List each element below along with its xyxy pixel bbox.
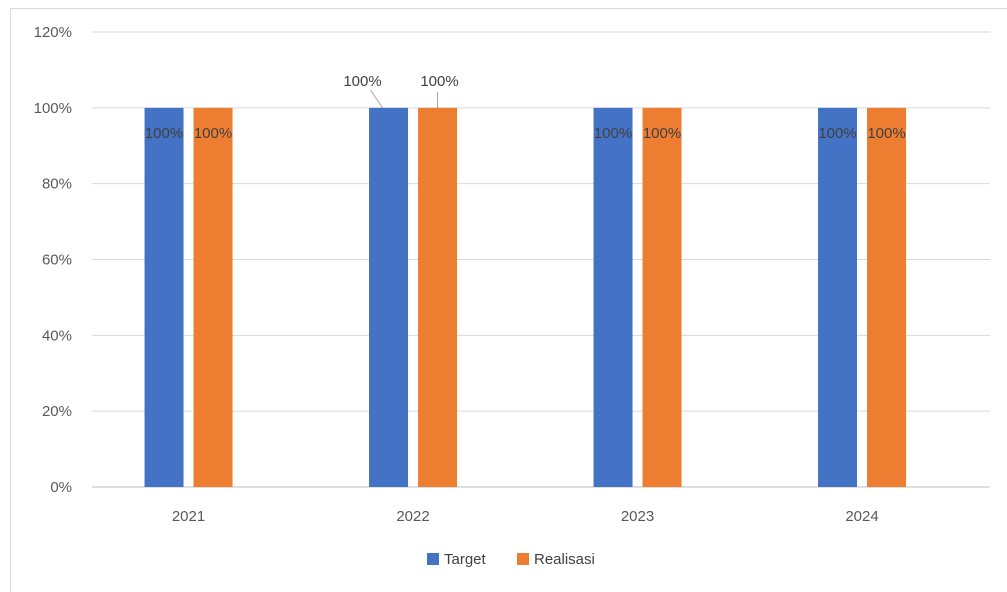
y-tick-label: 40% [42,327,72,344]
y-tick-label: 60% [42,252,72,269]
leader-line [370,89,383,109]
y-tick-label: 0% [50,479,72,496]
legend-swatch-realisasi [517,553,529,565]
data-label: 100% [145,125,183,142]
legend-swatch-target [427,553,439,565]
bar-realisasi-2021 [193,107,233,487]
bar-realisasi-2023 [642,107,682,487]
bar-target-2023 [593,107,633,487]
data-label: 100% [643,125,681,142]
data-label: 100% [818,125,856,142]
legend-label-target: Target [444,551,487,568]
bar-target-2024 [818,107,858,487]
data-label: 100% [194,125,232,142]
bar-realisasi-2024 [867,107,907,487]
data-label: 100% [343,73,381,90]
data-label: 100% [594,125,632,142]
bar-realisasi-2022 [418,107,458,487]
y-tick-label: 20% [42,403,72,420]
bar-target-2021 [144,107,184,487]
x-tick-label: 2023 [621,508,654,525]
data-label: 100% [867,125,905,142]
legend-label-realisasi: Realisasi [534,551,595,568]
y-tick-label: 80% [42,176,72,193]
x-tick-label: 2024 [845,508,878,525]
y-tick-label: 100% [34,100,72,117]
x-tick-label: 2021 [172,508,205,525]
y-tick-label: 120% [34,24,72,41]
data-label: 100% [420,73,458,90]
x-tick-label: 2022 [396,508,429,525]
bar-target-2022 [369,107,409,487]
